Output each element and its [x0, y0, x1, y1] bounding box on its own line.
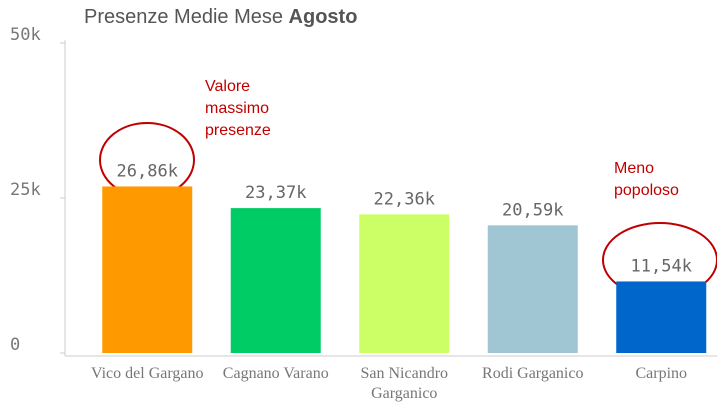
y-tick-label: 0: [10, 335, 20, 355]
bar: [359, 214, 450, 353]
x-tick-label: Vico del Gargano: [91, 365, 204, 382]
value-label: 11,54k: [631, 256, 692, 276]
title-emphasis: Agosto: [288, 6, 358, 28]
annotation: Meno popoloso: [614, 160, 679, 199]
x-tick-label: Cagnano Varano: [222, 365, 329, 382]
value-label: 23,37k: [245, 183, 306, 203]
bar: [487, 225, 578, 353]
value-label: 20,59k: [502, 200, 563, 220]
y-tick-label: 50k: [10, 25, 41, 45]
x-tick-label: Rodi Garganico: [482, 365, 584, 382]
bar: [102, 186, 193, 353]
value-label: 22,36k: [374, 189, 435, 209]
value-label: 26,86k: [117, 161, 178, 181]
highlight-circle: [99, 122, 195, 198]
x-tick-label: San Nicandro Garganico: [360, 365, 449, 402]
chart-title: Presenze Medie Mese Agosto: [84, 6, 357, 29]
title-text: Presenze Medie Mese: [84, 6, 283, 28]
y-tick-label: 25k: [10, 180, 41, 200]
bar: [616, 281, 707, 353]
annotation: Valore massimo presenze: [205, 78, 271, 139]
x-tick-label: Carpino: [635, 365, 688, 382]
bar: [230, 208, 321, 353]
